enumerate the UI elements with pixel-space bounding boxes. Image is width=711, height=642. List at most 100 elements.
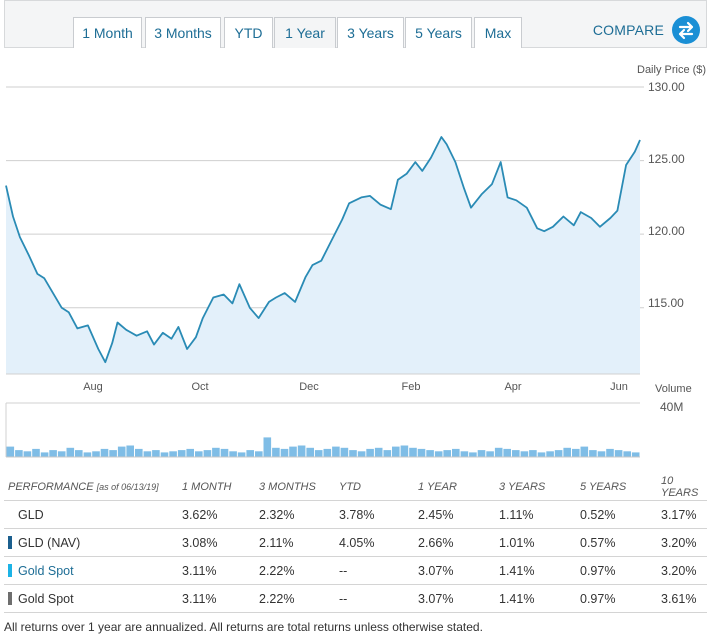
volume-bar — [529, 450, 537, 457]
volume-bar — [57, 451, 66, 458]
volume-bar — [546, 451, 554, 458]
tab-3-years[interactable]: 3 Years — [337, 17, 404, 48]
volume-bar — [614, 450, 623, 457]
volume-bar — [203, 450, 212, 457]
tab-3-months[interactable]: 3 Months — [145, 17, 221, 48]
return-cell: 1.11% — [495, 500, 576, 529]
compare-link[interactable]: COMPARE — [592, 22, 664, 38]
volume-bar — [195, 451, 203, 458]
volume-bar — [220, 448, 229, 457]
volume-bar — [494, 447, 503, 457]
fund-name: GLD — [18, 507, 44, 522]
volume-bar — [477, 450, 486, 457]
x-tick-jun: Jun — [610, 381, 628, 393]
series-swatch — [8, 563, 12, 577]
volume-bar — [460, 451, 469, 458]
volume-bar — [23, 451, 32, 458]
return-cell: 0.97% — [576, 556, 657, 585]
volume-bar — [537, 452, 546, 457]
volume-bar — [143, 451, 152, 458]
return-cell: 3.61% — [657, 584, 707, 613]
return-cell: 1.41% — [495, 584, 576, 613]
return-cell: 3.11% — [178, 584, 255, 613]
return-cell: 3.07% — [414, 556, 495, 585]
performance-table: PERFORMANCE [as of 06/13/19] 1 MONTH 3 M… — [4, 474, 707, 613]
volume-bar — [15, 450, 23, 457]
performance-header: PERFORMANCE [as of 06/13/19] — [4, 474, 178, 501]
table-row: GLD (NAV) 3.08% 2.11% 4.05% 2.66% 1.01% 0.57% 3… — [4, 528, 707, 557]
return-cell: 4.05% — [335, 528, 414, 557]
tab-5-years[interactable]: 5 Years — [405, 17, 472, 48]
tab-1-month[interactable]: 1 Month — [73, 17, 142, 48]
volume-bar — [6, 446, 15, 457]
volume-bar — [486, 451, 494, 458]
x-tick-apr: Apr — [504, 381, 522, 393]
volume-bar — [323, 448, 332, 457]
col-3-years: 3 YEARS — [499, 481, 546, 493]
return-cell: 2.32% — [255, 500, 335, 529]
volume-bar — [357, 451, 366, 458]
price-area-fill — [6, 137, 640, 374]
return-cell: 3.20% — [657, 528, 707, 557]
swap-arrows-icon — [678, 21, 694, 40]
y-tick-130: 130.00 — [648, 80, 685, 94]
compare-button[interactable] — [672, 16, 700, 44]
volume-bar — [443, 450, 451, 457]
volume-bar — [237, 452, 246, 457]
return-cell: 0.97% — [576, 584, 657, 613]
volume-bar — [512, 450, 520, 457]
volume-bar — [40, 452, 49, 457]
fund-name-cell: Gold Spot — [4, 556, 178, 585]
return-cell: 2.11% — [255, 528, 335, 557]
volume-bar — [246, 450, 254, 457]
volume-bar — [75, 450, 83, 457]
tab-max[interactable]: Max — [474, 17, 522, 48]
volume-bar — [32, 448, 40, 457]
volume-bar — [580, 446, 589, 457]
volume-bar — [409, 447, 417, 457]
table-row: GLD 3.62% 2.32% 3.78% 2.45% 1.11% 0.52% 3.17% — [4, 500, 707, 529]
volume-bar — [289, 446, 297, 457]
volume-bar — [597, 451, 606, 458]
return-cell: 3.62% — [178, 500, 255, 529]
volume-bar — [177, 450, 186, 457]
volume-bar — [383, 450, 392, 457]
volume-bar — [92, 451, 100, 458]
footnote: All returns over 1 year are annualized. … — [4, 620, 483, 634]
volume-bar — [589, 450, 597, 457]
tab-ytd[interactable]: YTD — [224, 17, 273, 48]
volume-bar — [469, 452, 477, 457]
volume-bar — [152, 450, 160, 457]
volume-bar — [623, 451, 631, 458]
volume-bar — [66, 447, 75, 457]
fund-name-cell: GLD — [4, 500, 178, 529]
volume-bar — [186, 448, 194, 457]
price-chart — [5, 86, 644, 458]
as-of-date: [as of 06/13/19] — [96, 482, 159, 492]
table-row: Gold Spot 3.11% 2.22% -- 3.07% 1.41% 0.97% 3.20… — [4, 556, 707, 585]
return-cell: 3.11% — [178, 556, 255, 585]
x-tick-aug: Aug — [83, 381, 103, 393]
fund-name: GLD (NAV) — [18, 535, 81, 550]
tab-1-year[interactable]: 1 Year — [274, 17, 336, 48]
volume-max-label: 40M — [660, 400, 684, 414]
volume-bar — [263, 437, 272, 457]
col-3-months: 3 MONTHS — [259, 481, 316, 493]
col-1-month: 1 MONTH — [182, 481, 232, 493]
volume-label: Volume — [655, 383, 692, 395]
volume-bar — [374, 447, 383, 457]
volume-bar — [135, 448, 143, 457]
fund-name: Gold Spot — [18, 591, 74, 606]
volume-bar — [126, 445, 134, 457]
volume-bar — [434, 451, 443, 458]
fund-name-cell: GLD (NAV) — [4, 528, 178, 557]
return-cell: 0.57% — [576, 528, 657, 557]
volume-bar — [452, 448, 460, 457]
return-cell: 3.20% — [657, 556, 707, 585]
volume-bar — [340, 447, 349, 457]
fund-name-cell: Gold Spot — [4, 584, 178, 613]
fund-name: Gold Spot — [18, 563, 74, 578]
volume-bar — [117, 446, 126, 457]
volume-bar — [229, 451, 237, 458]
col-10-years: 10 YEARS — [661, 475, 699, 499]
